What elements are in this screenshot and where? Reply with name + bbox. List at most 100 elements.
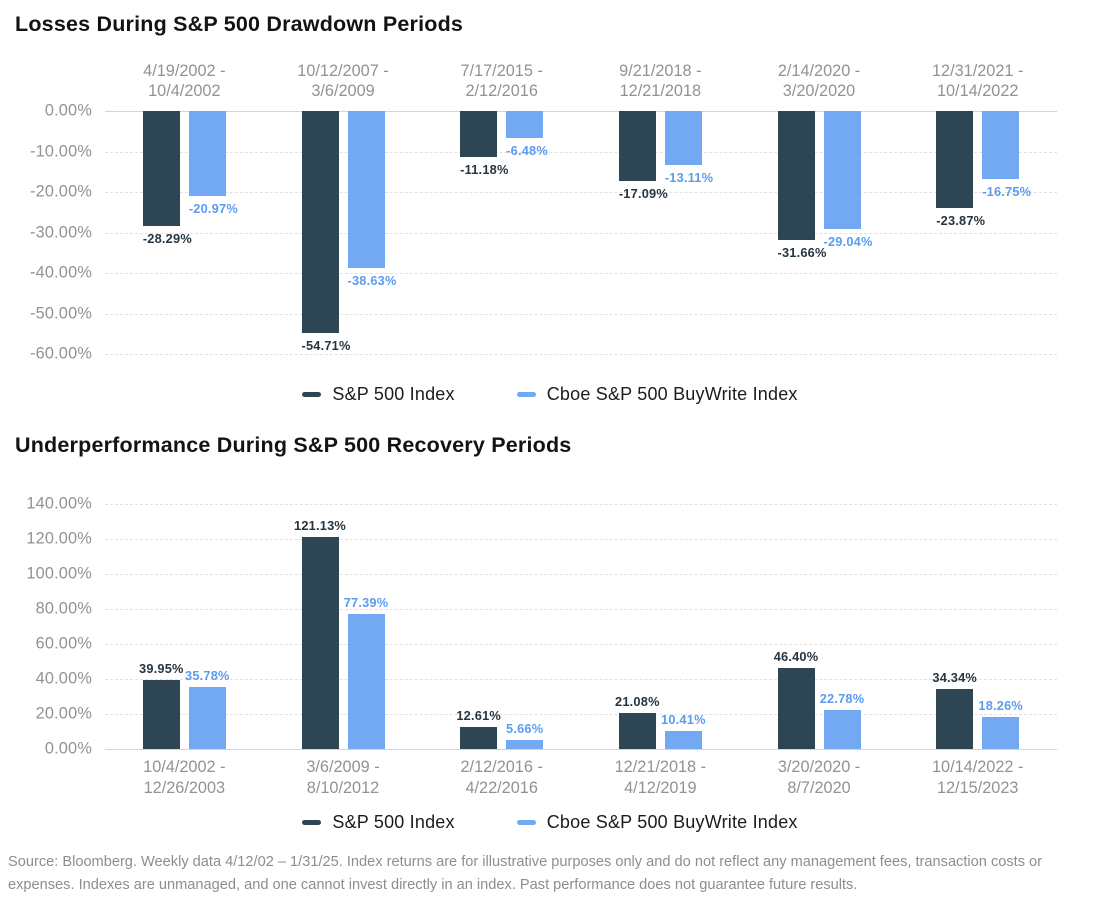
category-label: 10/4/2002 -12/26/2003 bbox=[105, 757, 264, 797]
bar-wrap: 46.40% bbox=[774, 649, 818, 750]
y-tick-label: -40.00% bbox=[29, 263, 92, 282]
category-label-line1: 7/17/2015 - bbox=[460, 62, 543, 80]
gridline bbox=[105, 192, 1057, 194]
bar-buywrite bbox=[347, 111, 385, 268]
legend-item: S&P 500 Index bbox=[302, 812, 455, 833]
value-label: -54.71% bbox=[301, 337, 351, 353]
plot-area-wrap: 0.00% -10.00% -20.00% -30.00% -40.00% -50.00%… bbox=[0, 102, 1100, 363]
bar-wrap: -20.97% bbox=[188, 111, 238, 216]
zero-baseline bbox=[105, 749, 1057, 751]
bar-group: 39.95% 35.78% bbox=[105, 504, 264, 750]
drawdown-chart-body: 4/19/2002 - 10/4/2002 10/12/2007 - 3/6/2009… bbox=[0, 61, 1100, 363]
bar-buywrite bbox=[188, 686, 226, 750]
y-tick-label: 120.00% bbox=[26, 529, 92, 548]
legend-label: Cboe S&P 500 BuyWrite Index bbox=[546, 384, 798, 405]
category-label: 12/21/2018 -4/12/2019 bbox=[581, 757, 740, 797]
value-label: -29.04% bbox=[823, 234, 873, 250]
category-label-line2: 12/15/2023 bbox=[936, 778, 1019, 797]
category-label: 2/14/2020 - 3/20/2020 bbox=[740, 61, 899, 101]
y-tick-label: 100.00% bbox=[26, 564, 92, 583]
value-label: 5.66% bbox=[506, 720, 544, 736]
gridline bbox=[105, 504, 1057, 506]
value-label: -23.87% bbox=[936, 213, 986, 229]
category-label-line1: 3/20/2020 - bbox=[777, 758, 861, 777]
bar-wrap: 121.13% bbox=[294, 518, 346, 750]
bar-buywrite bbox=[664, 731, 702, 750]
y-tick-label: 20.00% bbox=[35, 704, 92, 723]
bar-wrap: -13.11% bbox=[664, 111, 713, 185]
value-label: 34.34% bbox=[932, 670, 977, 686]
category-label-line2: 3/6/2009 bbox=[311, 82, 375, 101]
category-label: 2/12/2016 -4/22/2016 bbox=[422, 757, 581, 797]
plot-area: -28.29% -20.97% -54.71% -38.63% -11.18% -6.48… bbox=[105, 111, 1057, 356]
gridline bbox=[105, 313, 1057, 315]
bar-group: 21.08% 10.41% bbox=[581, 504, 740, 750]
bar-group: -11.18% -6.48% bbox=[422, 111, 581, 354]
category-label-line2: 10/4/2002 bbox=[148, 82, 221, 101]
category-label-line2: 3/20/2020 bbox=[782, 82, 856, 101]
category-label-line1: 12/21/2018 - bbox=[614, 758, 707, 777]
gridline bbox=[105, 574, 1057, 576]
category-label-line2: 10/14/2022 bbox=[936, 82, 1019, 101]
bar-buywrite bbox=[506, 739, 544, 750]
source-note: Source: Bloomberg. Weekly data 4/12/02 –… bbox=[8, 853, 1043, 894]
value-label: 121.13% bbox=[294, 518, 346, 534]
bar-buywrite bbox=[664, 111, 702, 165]
y-tick-label: -30.00% bbox=[29, 223, 92, 242]
legend-item: Cboe S&P 500 BuyWrite Index bbox=[516, 384, 798, 405]
bar-sp500 bbox=[618, 111, 656, 181]
bar-groups: -28.29% -20.97% -54.71% -38.63% -11.18% -6.48… bbox=[105, 111, 1057, 354]
bar-sp500 bbox=[936, 111, 974, 209]
value-label: -31.66% bbox=[777, 244, 827, 260]
bar-wrap: -54.71% bbox=[301, 111, 350, 353]
drawdown-chart: Losses During S&P 500 Drawdown Periods 4… bbox=[0, 12, 1100, 405]
bar-group: -31.66% -29.04% bbox=[740, 111, 899, 354]
bar-group: -28.29% -20.97% bbox=[105, 111, 264, 354]
bar-wrap: 12.61% bbox=[456, 708, 501, 750]
bar-group: -54.71% -38.63% bbox=[264, 111, 423, 354]
gridline bbox=[105, 354, 1057, 356]
category-label-line1: 2/14/2020 - bbox=[777, 62, 861, 80]
bar-group: 121.13% 77.39% bbox=[264, 504, 423, 750]
bar-buywrite bbox=[982, 111, 1020, 180]
legend-swatch-icon bbox=[516, 819, 536, 825]
bar-sp500 bbox=[777, 111, 815, 240]
legend-item: Cboe S&P 500 BuyWrite Index bbox=[516, 812, 798, 833]
category-label: 4/19/2002 - 10/4/2002 bbox=[105, 61, 264, 101]
value-label: -17.09% bbox=[618, 185, 668, 201]
category-label: 3/6/2009 -8/10/2012 bbox=[264, 757, 423, 797]
recovery-chart-title: Underperformance During S&P 500 Recovery… bbox=[15, 433, 572, 458]
bar-buywrite bbox=[347, 613, 385, 750]
bar-wrap: 39.95% bbox=[139, 661, 183, 750]
value-label: 18.26% bbox=[978, 698, 1023, 714]
bar-wrap: -11.18% bbox=[460, 111, 508, 177]
category-label-line2: 2/12/2016 bbox=[465, 82, 538, 101]
category-label-line2: 4/22/2016 bbox=[465, 778, 538, 797]
bar-buywrite bbox=[823, 709, 861, 750]
bar-group: 12.61% 5.66% bbox=[422, 504, 581, 750]
category-label-line2: 12/21/2018 bbox=[619, 82, 702, 101]
value-label: 46.40% bbox=[773, 649, 819, 665]
category-label-line1: 9/21/2018 - bbox=[619, 62, 702, 80]
bar-groups: 39.95% 35.78% 121.13% 77.39% 12.61% 5.66% 21.0… bbox=[105, 504, 1057, 750]
bar-wrap: -28.29% bbox=[142, 111, 192, 246]
value-label: -20.97% bbox=[188, 201, 238, 217]
bar-wrap: -23.87% bbox=[936, 111, 985, 228]
category-label-line2: 8/10/2012 bbox=[306, 778, 380, 797]
category-label: 9/21/2018 - 12/21/2018 bbox=[581, 61, 740, 101]
gridline bbox=[105, 679, 1057, 681]
y-tick-label: 140.00% bbox=[26, 494, 92, 513]
value-label: 21.08% bbox=[615, 693, 660, 709]
zero-baseline bbox=[105, 111, 1057, 113]
y-tick-label: 0.00% bbox=[44, 739, 92, 758]
category-label-line1: 10/4/2002 - bbox=[143, 758, 226, 777]
category-label: 3/20/2020 -8/7/2020 bbox=[740, 757, 899, 797]
category-label-line1: 2/12/2016 - bbox=[460, 758, 543, 777]
gridline bbox=[105, 232, 1057, 234]
bar-wrap: -29.04% bbox=[823, 111, 872, 249]
category-label-line2: 8/7/2020 bbox=[787, 778, 851, 797]
bar-buywrite bbox=[506, 111, 544, 138]
legend-label: S&P 500 Index bbox=[332, 384, 455, 405]
value-label: 35.78% bbox=[185, 667, 230, 683]
